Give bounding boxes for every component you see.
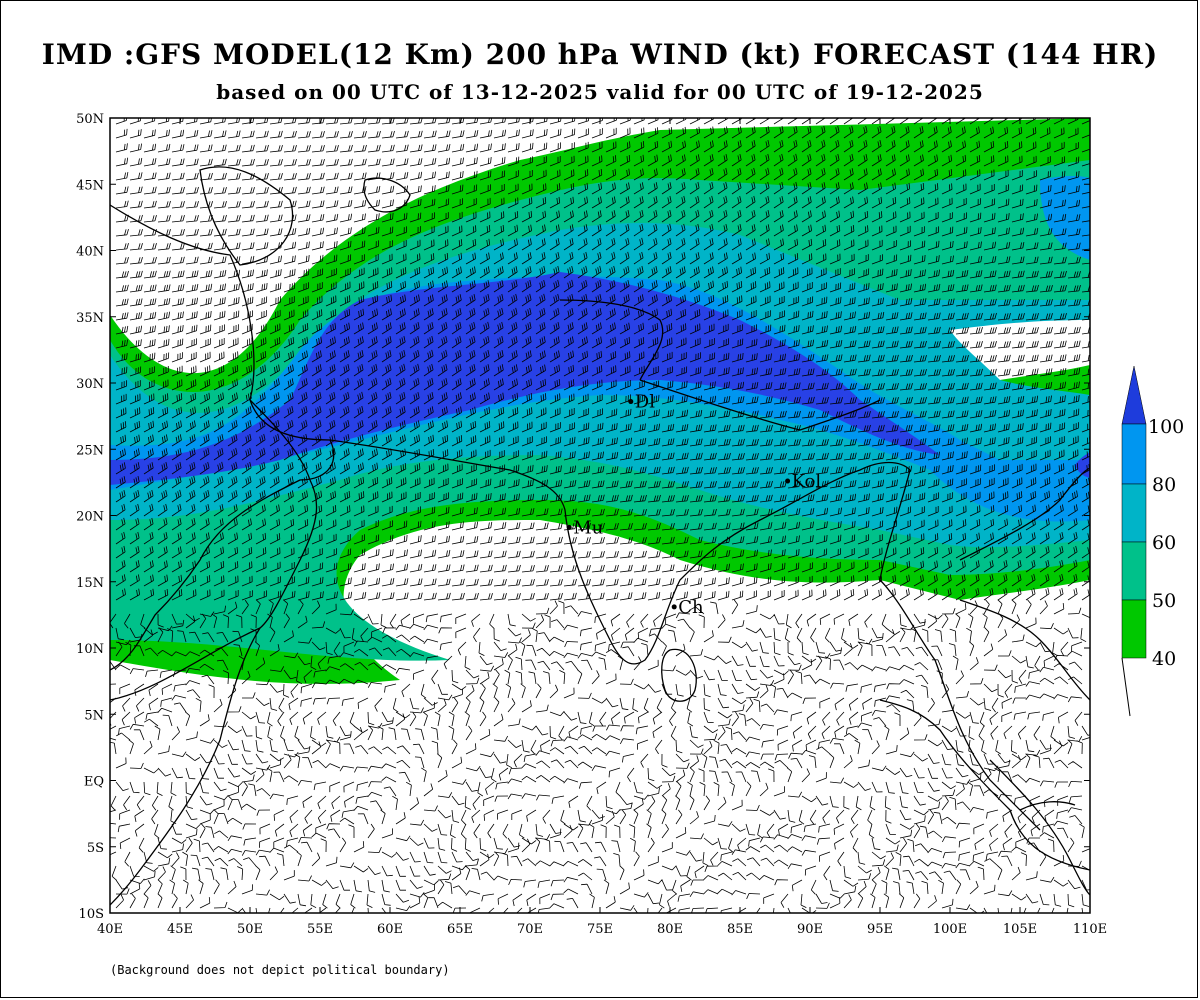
- lat-tick-label: 15N: [76, 576, 104, 591]
- lon-tick-label: 55E: [307, 922, 333, 937]
- lat-tick-label: 20N: [76, 510, 104, 525]
- station-label: Ch: [678, 597, 704, 618]
- lat-tick-label: 40N: [76, 245, 104, 260]
- lat-axis: 10S 5S EQ 5N 10N 15N 20N 25N 30N 35N 40N 45N 50N: [76, 112, 1090, 922]
- footnote: (Background does not depict political bo…: [110, 963, 450, 977]
- lat-tick-label: 5N: [84, 708, 104, 723]
- lon-tick-label: 105E: [1003, 922, 1037, 937]
- legend-tail: [1121, 657, 1131, 717]
- weak-wind-region-east: [950, 320, 1090, 380]
- lon-tick-label: 40E: [97, 922, 123, 937]
- station-label: Mu: [573, 517, 603, 538]
- lon-tick-label: 45E: [167, 922, 193, 937]
- lon-axis: 40E 45E 50E 55E 60E 65E 70E 75E 80E 85E 90E 95E 100E…: [97, 118, 1107, 937]
- legend-swatch-60-80: [1121, 483, 1147, 543]
- station-markers: Mu Ch Dl Kol: [566, 392, 822, 618]
- legend-label-50: 50: [1152, 590, 1176, 612]
- lat-tick-label: 5S: [87, 841, 104, 856]
- weak-wind-region-east-2: [1000, 365, 1090, 395]
- station-label: Kol: [792, 471, 822, 492]
- lat-tick-label: 35N: [76, 311, 104, 326]
- legend-swatch-over100: [1121, 365, 1147, 425]
- wind-barbs: [110, 118, 1090, 913]
- legend-swatch-50-60: [1121, 541, 1147, 601]
- coastlines: [110, 166, 1090, 906]
- map-title: IMD :GFS MODEL(12 Km) 200 hPa WIND (kt) …: [41, 38, 1159, 71]
- wind-barb-field: [110, 118, 1090, 913]
- station-dot: [628, 399, 634, 405]
- lon-tick-label: 95E: [867, 922, 893, 937]
- wind-core-100: [110, 272, 940, 485]
- lon-tick-label: 80E: [657, 922, 683, 937]
- lon-tick-label: 60E: [377, 922, 403, 937]
- lon-tick-label: 100E: [933, 922, 967, 937]
- lon-tick-label: 90E: [797, 922, 823, 937]
- lon-tick-label: 70E: [517, 922, 543, 937]
- legend-label-80: 80: [1152, 474, 1176, 496]
- station-dot: [671, 604, 677, 610]
- legend-swatch-40-50: [1121, 599, 1147, 659]
- lat-tick-label: 10S: [79, 907, 104, 922]
- legend-label-60: 60: [1152, 532, 1176, 554]
- legend-label-100: 100: [1148, 416, 1184, 438]
- legend-label-40: 40: [1152, 648, 1176, 670]
- lat-tick-label: EQ: [84, 775, 104, 790]
- lat-tick-label: 50N: [76, 112, 104, 127]
- lon-tick-label: 110E: [1073, 922, 1107, 937]
- map-subtitle: based on 00 UTC of 13-12-2025 valid for …: [216, 80, 984, 104]
- lon-tick-label: 65E: [447, 922, 473, 937]
- station-dot: [785, 478, 791, 484]
- lat-tick-label: 25N: [76, 443, 104, 458]
- lon-tick-label: 85E: [727, 922, 753, 937]
- lon-tick-label: 75E: [587, 922, 613, 937]
- lat-tick-label: 30N: [76, 377, 104, 392]
- legend-swatch-80-100: [1121, 423, 1147, 485]
- lat-tick-label: 10N: [76, 642, 104, 657]
- lon-tick-label: 50E: [237, 922, 263, 937]
- station-label: Dl: [635, 392, 655, 413]
- station-dot: [566, 524, 572, 530]
- legend-colorbar: 40 50 60 80 100: [1121, 365, 1184, 717]
- lat-tick-label: 45N: [76, 178, 104, 193]
